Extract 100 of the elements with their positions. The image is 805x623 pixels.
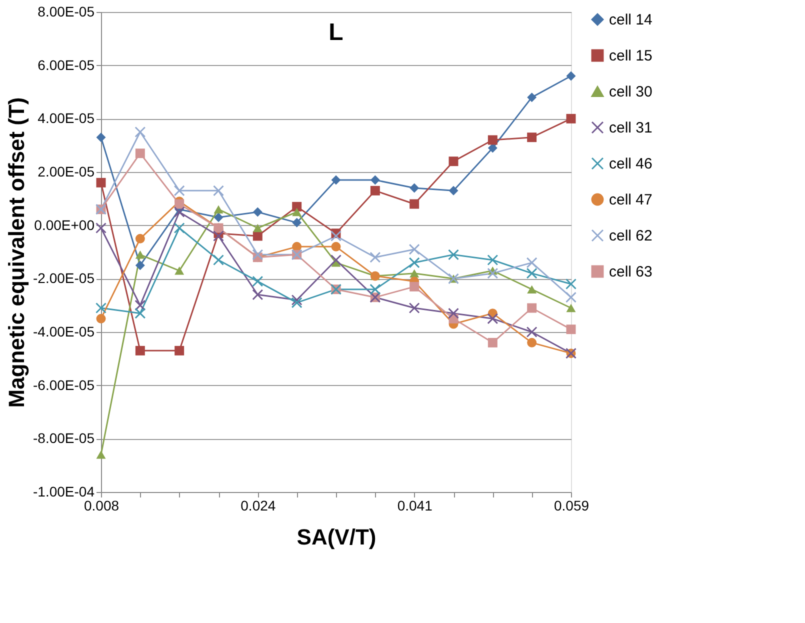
- point: [96, 222, 106, 234]
- point: [487, 313, 498, 324]
- point: [174, 199, 184, 209]
- point: [214, 205, 224, 214]
- point: [566, 304, 576, 312]
- point: [174, 346, 184, 356]
- point: [214, 212, 224, 222]
- point: [448, 156, 458, 166]
- point: [292, 218, 302, 228]
- point: [330, 254, 342, 266]
- legend-label: cell 47: [609, 192, 652, 208]
- point: [488, 135, 498, 145]
- y-tick-label: -1.00E-04: [33, 484, 95, 500]
- point: [252, 231, 262, 241]
- point: [213, 254, 224, 266]
- legend-label: cell 46: [609, 156, 652, 172]
- point: [370, 284, 381, 295]
- point: [527, 303, 537, 313]
- point: [331, 175, 341, 185]
- point: [408, 302, 420, 314]
- point: [135, 250, 145, 259]
- point: [410, 199, 420, 209]
- point: [291, 297, 302, 308]
- legend-label: cell 31: [609, 120, 652, 136]
- point: [566, 71, 576, 81]
- y-tick-label: 8.00E-05: [38, 4, 95, 20]
- y-axis-title: Magnetic equivalent offset (T): [4, 97, 30, 408]
- point: [96, 132, 106, 142]
- legend-label: cell 14: [609, 12, 652, 28]
- y-tick-label: 2.00E-05: [38, 164, 95, 180]
- point: [134, 126, 146, 138]
- point: [213, 230, 224, 242]
- point: [96, 314, 106, 324]
- point: [408, 257, 420, 268]
- point: [410, 269, 420, 278]
- point: [410, 282, 420, 292]
- point: [96, 178, 106, 188]
- point: [252, 207, 262, 217]
- y-tick-label: -4.00E-05: [33, 324, 95, 340]
- chart-title: L: [328, 19, 344, 46]
- point: [370, 252, 381, 263]
- x-axis-title: SA(V/T): [296, 524, 376, 550]
- point: [526, 257, 538, 268]
- point: [134, 308, 146, 319]
- y-tick-label: -6.00E-05: [33, 376, 95, 393]
- point: [448, 186, 458, 196]
- point: [448, 308, 459, 319]
- point: [408, 244, 420, 255]
- point: [252, 289, 264, 300]
- x-tick-label: 0.024: [240, 498, 276, 514]
- point: [252, 249, 264, 260]
- legend-label: cell 63: [609, 264, 652, 280]
- point: [488, 143, 498, 153]
- point: [174, 185, 185, 196]
- point: [252, 276, 264, 287]
- point: [292, 208, 302, 216]
- y-tick-label: -2.00E-05: [33, 270, 95, 286]
- point: [527, 132, 537, 142]
- point: [174, 266, 184, 275]
- point: [291, 294, 302, 306]
- point: [527, 285, 537, 294]
- point: [527, 92, 537, 102]
- x-tick-label: 0.008: [84, 498, 120, 514]
- x-tick-label: 0.059: [554, 498, 590, 514]
- point: [527, 338, 537, 348]
- point: [174, 222, 185, 234]
- y-tick-label: -8.00E-05: [33, 430, 95, 446]
- y-tick-label: 0.00E+00: [34, 216, 95, 233]
- point: [370, 186, 380, 196]
- point: [213, 185, 224, 196]
- point: [252, 224, 262, 232]
- point: [330, 230, 342, 242]
- point: [292, 202, 302, 212]
- point: [174, 206, 185, 218]
- point: [370, 175, 380, 185]
- legend-label: cell 15: [609, 48, 652, 64]
- point: [135, 234, 145, 244]
- point: [410, 183, 420, 193]
- point: [448, 249, 459, 260]
- y-tick-label: 6.00E-05: [38, 56, 95, 73]
- point: [135, 148, 145, 158]
- point: [488, 338, 498, 348]
- point: [96, 450, 106, 459]
- point: [566, 324, 576, 334]
- point: [134, 300, 146, 311]
- point: [566, 114, 576, 124]
- point: [526, 268, 538, 279]
- x-tick-label: 0.041: [397, 498, 433, 514]
- point: [487, 254, 498, 266]
- point: [526, 326, 538, 338]
- y-tick-label: 4.00E-05: [38, 110, 95, 126]
- legend-label: cell 62: [609, 228, 652, 244]
- point: [566, 278, 576, 290]
- point: [135, 260, 145, 270]
- point: [566, 292, 576, 303]
- point: [135, 346, 145, 356]
- point: [96, 302, 106, 314]
- legend-label: cell 30: [609, 84, 652, 100]
- point: [487, 268, 498, 279]
- point: [331, 242, 341, 252]
